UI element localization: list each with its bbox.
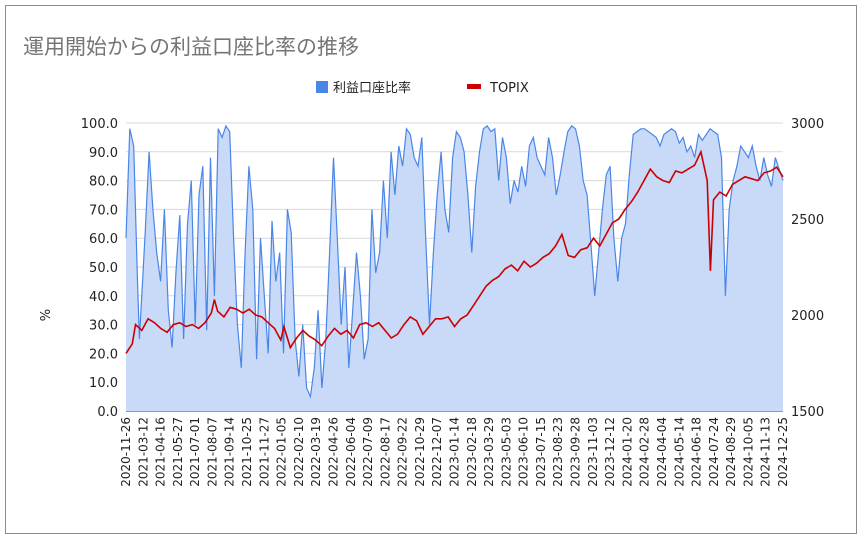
y-right-tick-label: 1500 [791,405,824,420]
x-tick-label: 2020-11-26 [119,417,133,487]
legend-label-topix: TOPIX [489,81,529,96]
x-tick-label: 2024-11-13 [759,417,773,487]
x-tick-label: 2022-09-22 [396,417,410,487]
x-tick-label: 2022-02-10 [292,417,306,487]
x-tick-label: 2022-03-19 [309,417,323,487]
x-tick-label: 2024-02-28 [638,417,652,487]
x-axis: 2020-11-26 2021-03-12 2021-04-16 2021-05-27… [119,417,790,487]
x-tick-label: 2023-08-23 [551,417,565,487]
y-right-tick-label: 2500 [791,213,824,228]
x-tick-label: 2023-01-14 [448,417,462,487]
legend-swatch-topix [467,84,481,89]
x-tick-label: 2021-05-27 [171,417,185,487]
x-tick-label: 2022-08-17 [378,417,392,487]
y-tick-label: 80.0 [89,175,118,190]
y-axis-right: 1500 2000 2500 3000 [791,117,824,420]
y-tick-label: 30.0 [89,319,118,334]
y-tick-label: 60.0 [89,232,118,247]
x-tick-label: 2024-05-14 [672,417,686,487]
series-line-topix [125,149,784,354]
x-tick-label: 2024-07-24 [707,417,721,487]
x-tick-label: 2023-06-10 [517,417,531,487]
x-tick-label: 2023-05-03 [499,417,513,487]
x-tick-label: 2021-10-25 [240,417,254,487]
x-tick-label: 2023-12-12 [603,417,617,487]
x-tick-label: 2024-08-29 [724,417,738,487]
x-tick-label: 2021-11-27 [257,417,271,487]
x-tick-label: 2021-03-12 [136,417,150,487]
x-tick-label: 2024-06-18 [690,417,704,487]
series-area-profit [126,125,783,412]
y-tick-label: 10.0 [89,376,118,391]
y-tick-label: 20.0 [89,347,118,362]
x-tick-label: 2023-03-29 [482,417,496,487]
x-tick-label: 2021-07-01 [188,417,202,487]
x-tick-label: 2023-07-15 [534,417,548,487]
legend: 利益口座比率 TOPIX [316,80,529,96]
x-tick-label: 2021-09-14 [223,417,237,487]
y-tick-label: 70.0 [89,203,118,218]
y-axis-label: % [39,309,54,321]
x-tick-label: 2022-07-09 [361,417,375,487]
x-tick-label: 2022-12-07 [430,417,444,487]
x-tick-label: 2024-10-05 [741,417,755,487]
y-axis-left: 0.0 10.0 20.0 30.0 40.0 50.0 60.0 70.0 80.0 90.0 1… [81,117,118,420]
x-tick-label: 2022-01-05 [275,417,289,487]
y-right-tick-label: 3000 [791,117,824,132]
y-tick-label: 40.0 [89,290,118,305]
x-tick-label: 2024-12-25 [776,417,790,487]
x-tick-label: 2024-01-20 [620,417,634,487]
x-tick-label: 2022-04-26 [326,417,340,487]
y-tick-label: 100.0 [81,117,118,132]
series-line-profit [125,124,784,399]
x-tick-label: 2022-10-29 [413,417,427,487]
y-right-tick-label: 2000 [791,309,824,324]
x-tick-label: 2022-06-04 [344,417,358,487]
x-tick-label: 2023-11-03 [586,417,600,487]
legend-swatch-profit [316,81,328,93]
y-tick-label: 50.0 [89,261,118,276]
x-tick-label: 2021-08-07 [205,417,219,487]
y-tick-label: 0.0 [97,405,118,420]
x-tick-label: 2024-04-04 [655,417,669,487]
y-tick-label: 90.0 [89,146,118,161]
x-tick-label: 2023-09-28 [569,417,583,487]
x-tick-label: 2021-04-16 [154,417,168,487]
legend-label-profit: 利益口座比率 [333,80,411,96]
x-tick-label: 2023-02-18 [465,417,479,487]
chart-title: 運用開始からの利益口座比率の推移 [23,35,359,59]
